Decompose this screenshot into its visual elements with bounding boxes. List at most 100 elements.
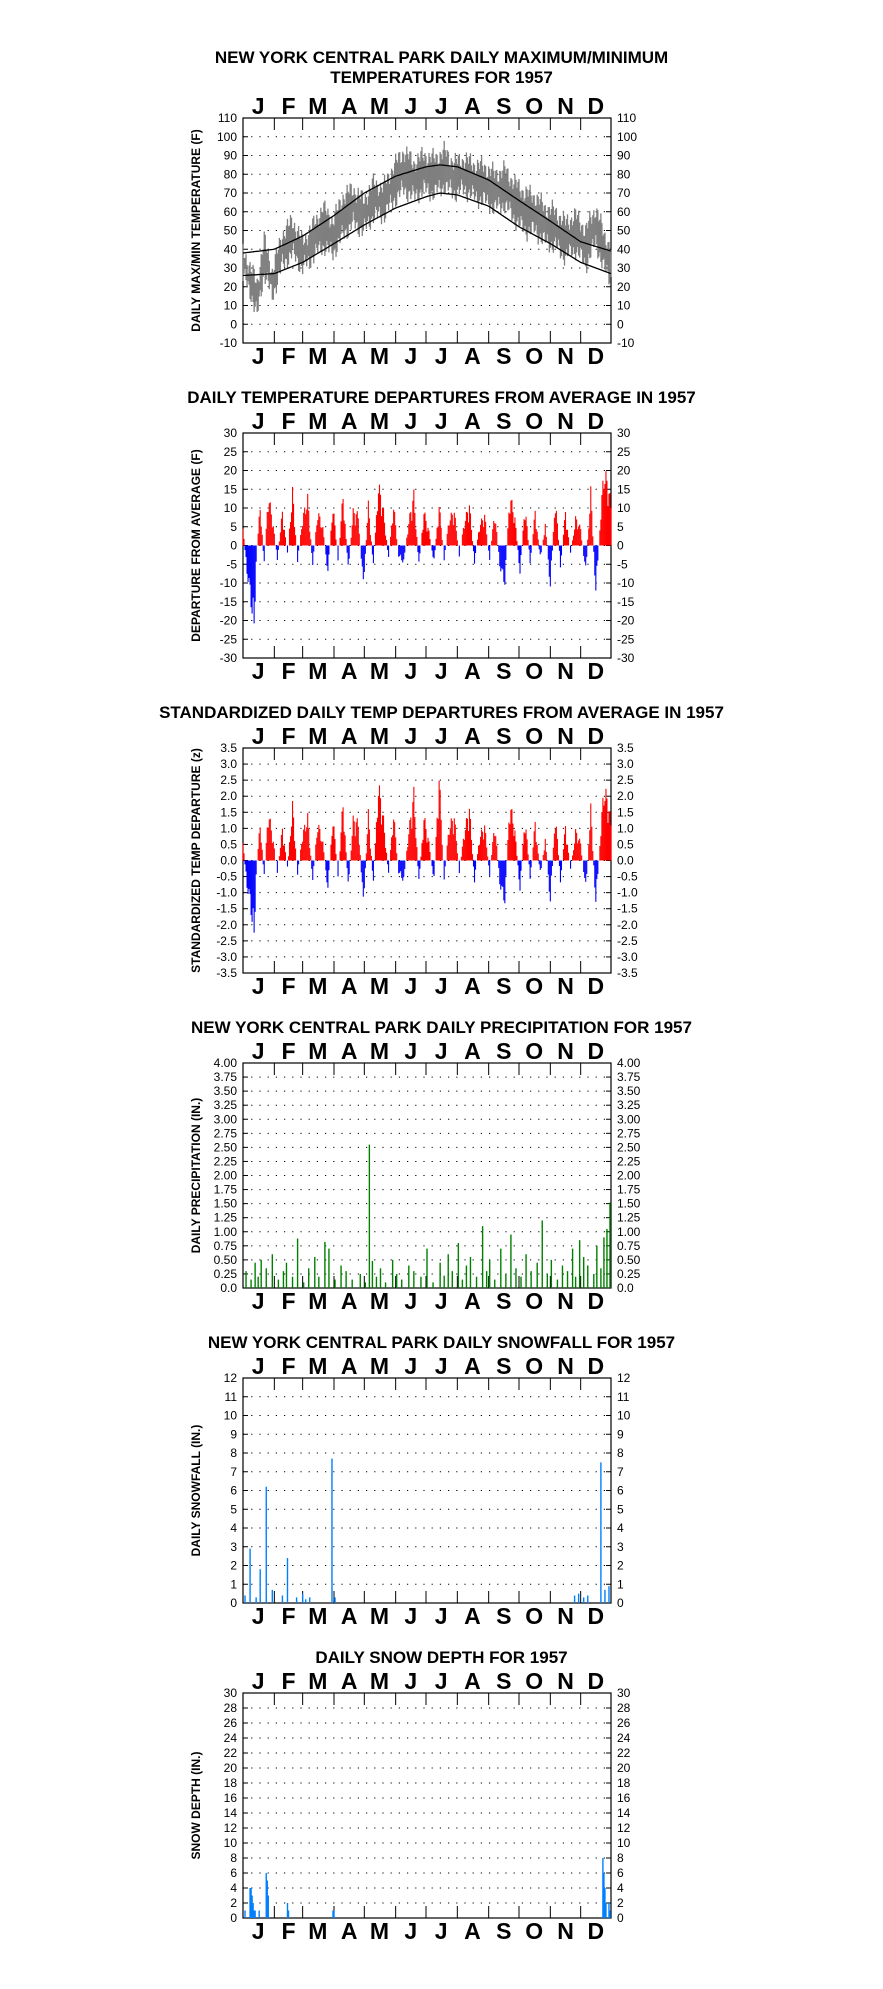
month-label-bottom: J — [435, 1603, 448, 1629]
y-tick-label-left: 0.5 — [220, 837, 237, 851]
month-label-top: M — [308, 1668, 327, 1694]
y-tick-label-right: 3.00 — [617, 1112, 641, 1126]
month-label-top: D — [588, 1668, 605, 1694]
y-tick-label-left: 10 — [224, 501, 238, 515]
month-label-top: A — [464, 93, 481, 119]
month-label-bottom: J — [435, 343, 448, 369]
y-tick-label-right: 1.50 — [617, 1197, 641, 1211]
y-tick-label-right: -1.0 — [617, 886, 638, 900]
month-label-top: S — [496, 1038, 511, 1064]
month-label-bottom: M — [308, 658, 327, 684]
month-label-top: O — [525, 408, 543, 434]
month-label-bottom: F — [281, 1288, 295, 1314]
month-label-bottom: A — [341, 973, 358, 999]
y-tick-label-left: 2 — [230, 1896, 237, 1910]
y-tick-label-left: 2.0 — [220, 789, 237, 803]
y-tick-label-right: 50 — [617, 224, 631, 238]
month-label-top: J — [252, 1353, 265, 1379]
y-tick-label-right: 80 — [617, 167, 631, 181]
y-tick-label-left: 16 — [224, 1791, 238, 1805]
month-label-top: O — [525, 1353, 543, 1379]
month-label-top: D — [588, 408, 605, 434]
y-tick-label-right: 6 — [617, 1484, 624, 1498]
month-label-bottom: J — [252, 1288, 265, 1314]
month-label-bottom: M — [370, 973, 389, 999]
month-label-bottom: A — [341, 343, 358, 369]
y-tick-label-left: 1.75 — [214, 1183, 238, 1197]
y-tick-label-left: 110 — [218, 111, 237, 125]
y-tick-label-right: 3.75 — [617, 1070, 641, 1084]
month-label-bottom: O — [525, 1288, 543, 1314]
month-label-top: A — [341, 1668, 358, 1694]
month-label-bottom: M — [370, 1288, 389, 1314]
month-label-top: O — [525, 723, 543, 749]
y-tick-label-left: 3.0 — [220, 757, 237, 771]
y-tick-label-right: 1.00 — [617, 1225, 641, 1239]
y-tick-label-left: -20 — [220, 614, 238, 628]
y-tick-label-right: 10 — [617, 299, 631, 313]
y-tick-label-left: -2.0 — [216, 918, 237, 932]
y-tick-label-right: 3.25 — [617, 1098, 641, 1112]
month-label-top: J — [404, 1668, 417, 1694]
month-label-bottom: D — [588, 1603, 605, 1629]
y-tick-label-right: 3.0 — [617, 757, 634, 771]
month-label-top: N — [557, 1038, 574, 1064]
y-tick-label-right: 7 — [617, 1465, 624, 1479]
y-tick-label-left: 22 — [224, 1746, 238, 1760]
y-tick-label-right: 18 — [617, 1776, 631, 1790]
y-tick-label-left: -2.5 — [216, 934, 237, 948]
y-tick-label-left: 6 — [230, 1866, 237, 1880]
month-label-top: J — [252, 408, 265, 434]
y-tick-label-left: 12 — [224, 1821, 238, 1835]
y-tick-label-right: 2.0 — [617, 789, 634, 803]
y-tick-label-left: 4 — [230, 1521, 237, 1535]
month-label-top: M — [370, 93, 389, 119]
month-label-top: M — [370, 1668, 389, 1694]
month-label-bottom: F — [281, 343, 295, 369]
month-label-top: M — [308, 723, 327, 749]
month-label-bottom: J — [252, 973, 265, 999]
y-tick-label-right: 100 — [617, 130, 637, 144]
y-tick-label-right: 110 — [617, 111, 636, 125]
month-label-bottom: J — [404, 658, 417, 684]
y-tick-label-right: 3.5 — [617, 741, 634, 755]
y-tick-label-right: 2.75 — [617, 1126, 641, 1140]
month-label-top: D — [588, 93, 605, 119]
month-label-top: M — [370, 1038, 389, 1064]
y-tick-label-right: -3.5 — [617, 966, 638, 980]
month-label-top: O — [525, 1038, 543, 1064]
y-tick-label-right: 2.00 — [617, 1169, 641, 1183]
month-label-bottom: M — [308, 343, 327, 369]
month-label-top: J — [435, 1353, 448, 1379]
y-tick-label-left: 3.50 — [214, 1084, 238, 1098]
month-label-top: J — [252, 93, 265, 119]
y-tick-label-left: 5 — [230, 1502, 237, 1516]
month-label-top: O — [525, 93, 543, 119]
y-tick-label-right: 2.25 — [617, 1154, 641, 1168]
y-tick-label-left: 40 — [224, 242, 238, 256]
month-label-top: S — [496, 1668, 511, 1694]
month-label-bottom: F — [281, 658, 295, 684]
y-tick-label-left: 3.75 — [214, 1070, 238, 1084]
month-label-bottom: J — [252, 343, 265, 369]
y-tick-label-left: 11 — [225, 1390, 238, 1404]
month-label-bottom: J — [435, 973, 448, 999]
month-label-top: N — [557, 723, 574, 749]
month-label-bottom: M — [308, 973, 327, 999]
y-tick-label-left: -5 — [226, 557, 237, 571]
month-label-bottom: O — [525, 658, 543, 684]
month-label-top: M — [308, 408, 327, 434]
month-label-bottom: J — [404, 1288, 417, 1314]
y-tick-label-left: 24 — [224, 1731, 238, 1745]
month-label-bottom: A — [341, 1603, 358, 1629]
normal-min-line — [242, 192, 612, 277]
y-tick-label-left: 0 — [230, 1596, 237, 1610]
y-tick-label-right: -25 — [617, 632, 635, 646]
y-tick-label-left: 3 — [230, 1540, 237, 1554]
month-label-bottom: A — [464, 1918, 481, 1944]
y-axis-label: DAILY SNOWFALL (IN.) — [189, 1425, 203, 1557]
y-tick-label-left: -10 — [220, 576, 238, 590]
y-tick-label-left: 8 — [230, 1851, 237, 1865]
y-tick-label-left: 1 — [230, 1577, 237, 1591]
